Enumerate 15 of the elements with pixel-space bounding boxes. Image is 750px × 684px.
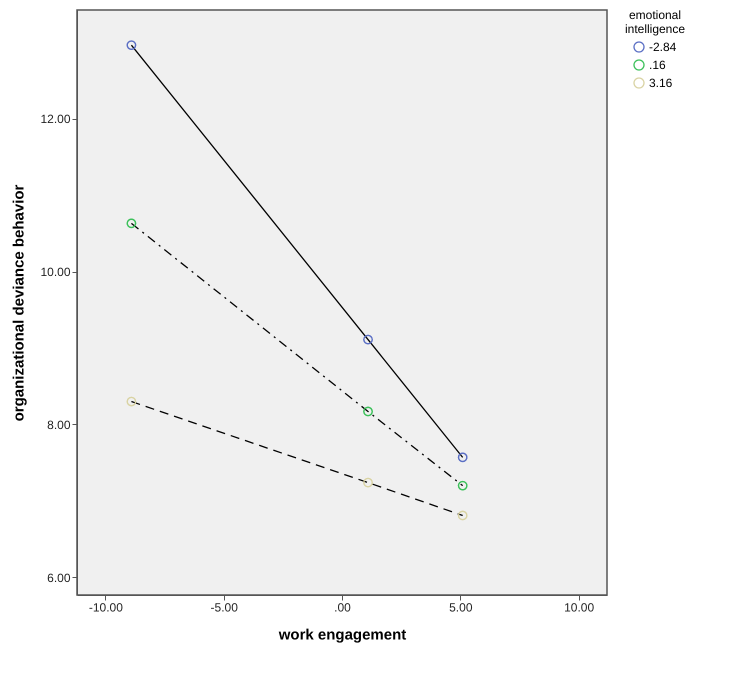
x-tick-label: 10.00 [564, 600, 594, 614]
legend-label: 3.16 [649, 76, 673, 90]
x-axis-title: work engagement [278, 626, 406, 644]
legend-label: .16 [649, 58, 666, 72]
y-tick-label: 12.00 [40, 112, 71, 126]
y-tick-label: 8.00 [47, 418, 71, 432]
legend-label: -2.84 [649, 40, 677, 54]
x-tick-label: -5.00 [210, 600, 238, 614]
x-tick-label: 5.00 [449, 600, 473, 614]
y-tick-label: 10.00 [40, 265, 71, 280]
y-axis-title: organizational deviance behavior [10, 184, 28, 422]
legend-title: emotional intelligence [624, 8, 686, 36]
x-tick-label: .00 [334, 600, 352, 614]
x-tick-label: -10.00 [88, 600, 124, 614]
y-tick-label: 6.00 [47, 570, 71, 585]
